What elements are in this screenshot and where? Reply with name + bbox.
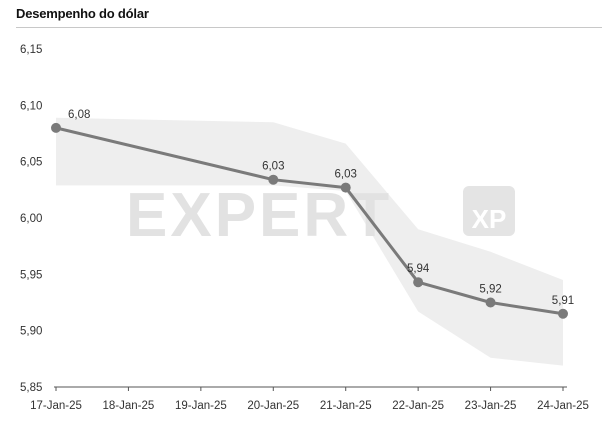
y-tick-label: 6,10 [20, 100, 42, 112]
data-label: 6,08 [68, 109, 90, 121]
title-divider [16, 27, 602, 28]
data-label: 5,92 [479, 284, 501, 296]
x-tick-label: 23-Jan-25 [465, 400, 517, 412]
data-point [268, 174, 279, 185]
series-line [55, 126, 564, 316]
y-tick-label: 6,15 [20, 44, 42, 56]
data-label: 5,91 [552, 295, 574, 307]
chart-title: Desempenho do dólar [16, 6, 149, 21]
data-label: 5,94 [407, 263, 430, 275]
y-tick-label: 6,05 [20, 157, 42, 169]
y-tick-label: 6,00 [20, 213, 42, 225]
y-tick-label: 5,90 [20, 326, 42, 338]
x-tick-label: 19-Jan-25 [175, 400, 227, 412]
watermark: EXPERT XP [126, 181, 515, 250]
x-tick-label: 17-Jan-25 [30, 400, 82, 412]
x-tick-label: 18-Jan-25 [103, 400, 155, 412]
watermark-badge-text: XP [472, 204, 507, 234]
series-layer: 6,08 6,03 6,03 5,94 5,92 5,91 [51, 109, 574, 319]
x-tick-label: 21-Jan-25 [320, 400, 372, 412]
axes: 5,85 5,90 5,95 6,00 6,05 6,10 6,15 17-Jan-25 18-… [20, 44, 589, 412]
x-tick-label: 24-Jan-25 [537, 400, 589, 412]
range-band [56, 117, 563, 366]
data-point [413, 277, 424, 288]
data-point [485, 297, 496, 308]
watermark-badge [463, 186, 515, 236]
data-label: 6,03 [335, 169, 357, 181]
y-tick-label: 5,95 [20, 269, 42, 281]
x-tick-label: 20-Jan-25 [247, 400, 299, 412]
data-point [340, 182, 351, 193]
range-band-layer [56, 117, 563, 366]
x-tick-label: 22-Jan-25 [392, 400, 444, 412]
y-tick-label: 5,85 [20, 382, 42, 394]
data-point [51, 122, 61, 133]
data-point [558, 308, 568, 319]
watermark-text: EXPERT [126, 181, 392, 250]
data-label: 6,03 [262, 161, 284, 173]
